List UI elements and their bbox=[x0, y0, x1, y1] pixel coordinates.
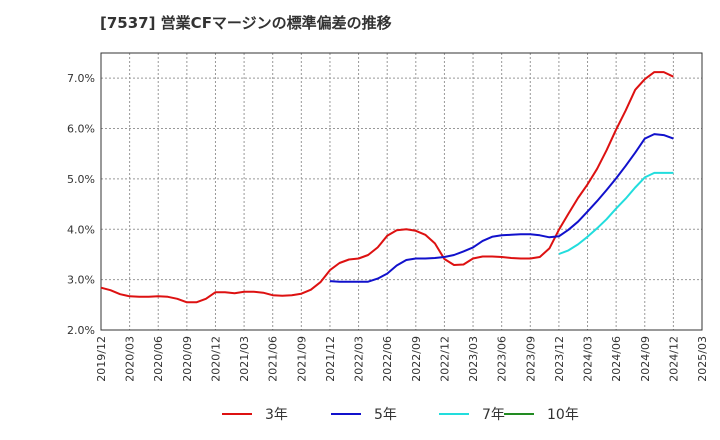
plot-area bbox=[101, 53, 702, 330]
series-line-5年 bbox=[329, 133, 674, 283]
grid-layer bbox=[100, 53, 703, 331]
axis-layer: 2.0% 3.0% 4.0% 5.0% 6.0% 7.0% 2019/12 2020/03 20… bbox=[67, 52, 709, 382]
y-tick-label: 3.0% bbox=[67, 274, 95, 287]
x-tick-label: 2021/03 bbox=[238, 336, 251, 382]
x-tick-label: 2023/06 bbox=[496, 336, 509, 382]
x-tick-label: 2020/12 bbox=[209, 336, 222, 382]
chart-title: [7537] 営業CFマージンの標準偏差の推移 bbox=[100, 14, 392, 32]
x-tick-label: 2024/12 bbox=[667, 336, 680, 382]
y-tick-label: 7.0% bbox=[67, 72, 95, 85]
x-tick-label: 2021/09 bbox=[295, 336, 308, 382]
x-tick-label: 2020/06 bbox=[152, 336, 165, 382]
y-tick-label: 5.0% bbox=[67, 173, 95, 186]
x-tick-label: 2022/09 bbox=[410, 336, 423, 382]
plot-frame bbox=[100, 52, 703, 331]
x-tick-label: 2023/09 bbox=[524, 336, 537, 382]
x-tick-label: 2020/09 bbox=[181, 336, 194, 382]
series-layer bbox=[100, 71, 674, 304]
x-tick-label: 2024/09 bbox=[639, 336, 652, 382]
series-line-7年 bbox=[558, 171, 674, 255]
x-tick-label: 2022/06 bbox=[381, 336, 394, 382]
legend-label: 5年 bbox=[374, 407, 397, 423]
x-tick-label: 2021/06 bbox=[267, 336, 280, 382]
x-tick-label: 2025/03 bbox=[696, 336, 709, 382]
x-tick-label: 2024/06 bbox=[610, 336, 623, 382]
x-tick-label: 2019/12 bbox=[95, 336, 108, 382]
x-tick-label: 2020/03 bbox=[124, 336, 137, 382]
x-tick-label: 2023/03 bbox=[467, 336, 480, 382]
y-tick-label: 4.0% bbox=[67, 223, 95, 236]
legend-label: 10年 bbox=[547, 407, 579, 423]
x-tick-label: 2022/12 bbox=[438, 336, 451, 382]
legend-layer: 3年 5年 7年 10年 bbox=[222, 407, 579, 423]
legend-label: 3年 bbox=[265, 407, 288, 423]
y-tick-label: 6.0% bbox=[67, 123, 95, 136]
series-line-3年 bbox=[100, 71, 674, 304]
x-tick-label: 2023/12 bbox=[553, 336, 566, 382]
x-tick-label: 2022/03 bbox=[353, 336, 366, 382]
y-tick-label: 2.0% bbox=[67, 324, 95, 337]
x-tick-label: 2024/03 bbox=[582, 336, 595, 382]
x-tick-label: 2021/12 bbox=[324, 336, 337, 382]
legend-label: 7年 bbox=[482, 407, 505, 423]
